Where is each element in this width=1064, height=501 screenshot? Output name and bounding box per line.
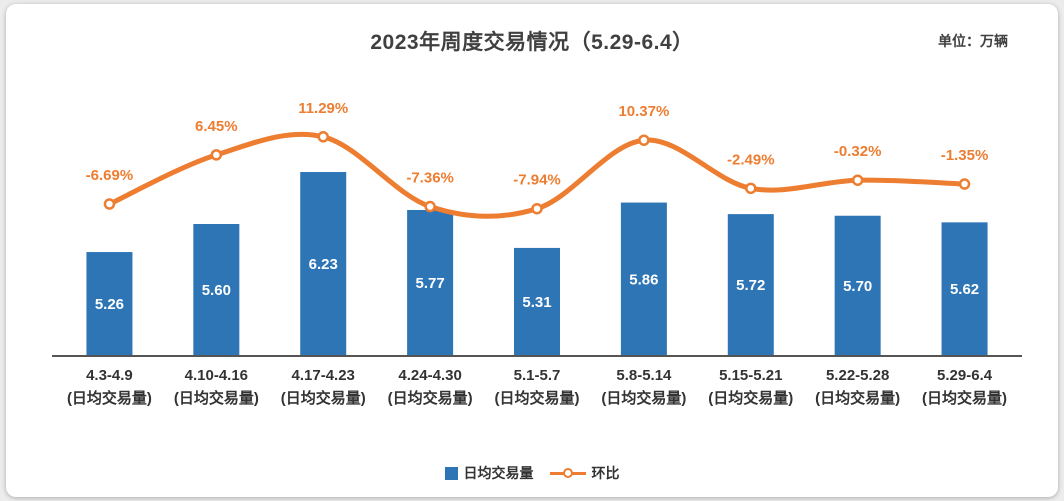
- chart-plot-area: 5.26 5.60 6.23 5.77 5.31 5.86 5.72 5.70 5.62 -6.6…: [52, 100, 1022, 407]
- line-value-label: 10.37%: [618, 103, 669, 120]
- chart-title: 2023年周度交易情况（5.29-6.4）: [370, 31, 694, 54]
- bar-series-swatch-icon: [444, 466, 458, 480]
- line-value-label: -0.32%: [834, 143, 882, 160]
- line-marker-icon: [103, 198, 116, 210]
- bar: [300, 172, 347, 356]
- bar: [727, 214, 774, 356]
- line-marker-icon: [210, 149, 223, 161]
- bar: [514, 247, 560, 356]
- line-value-label: -2.49%: [727, 151, 775, 168]
- bar-value-label: 5.26: [95, 296, 124, 313]
- bar: [834, 215, 881, 356]
- chart-card: 2023年周度交易情况（5.29-6.4） 单位：万辆 5.26 5.60 6.23…: [6, 4, 1058, 497]
- category-label: 4.10-4.16: [185, 367, 248, 384]
- bar-value-label: 5.72: [736, 277, 765, 294]
- category-sublabel: (日均交易量): [601, 389, 686, 407]
- line-value-label: 6.45%: [195, 118, 238, 135]
- category-label: 5.22-5.28: [826, 367, 889, 384]
- legend-item-bar-series: 日均交易量: [444, 463, 534, 483]
- bar: [193, 224, 240, 356]
- category-label: 5.29-6.4: [937, 367, 993, 384]
- category-sublabel: (日均交易量): [67, 389, 152, 407]
- line-value-label: -7.36%: [406, 170, 454, 187]
- category-sublabel: (日均交易量): [708, 389, 793, 407]
- category-label: 5.8-5.14: [616, 367, 672, 384]
- category-sublabel: (日均交易量): [281, 389, 366, 407]
- legend: 日均交易量 环比: [6, 463, 1058, 483]
- bar-value-label: 5.77: [416, 275, 445, 292]
- category-sublabel: (日均交易量): [495, 389, 580, 407]
- category-label: 4.3-4.9: [86, 367, 133, 384]
- category-label: 5.15-5.21: [719, 367, 782, 384]
- bar: [86, 252, 133, 356]
- bar-value-label: 6.23: [309, 256, 338, 273]
- line-value-label: 11.29%: [298, 100, 348, 117]
- line-value-label: -1.35%: [941, 147, 989, 164]
- line-value-label: -6.69%: [86, 167, 134, 184]
- category-sublabel: (日均交易量): [388, 389, 473, 407]
- line-marker-icon: [531, 202, 543, 215]
- category-sublabel: (日均交易量): [815, 389, 900, 407]
- bar-value-label: 5.62: [950, 281, 979, 298]
- bar-value-label: 5.31: [522, 294, 551, 311]
- category-sublabel: (日均交易量): [174, 389, 259, 407]
- line-marker-icon: [958, 178, 971, 190]
- category-label: 4.17-4.23: [292, 367, 355, 384]
- category-label: 5.1-5.7: [514, 367, 561, 384]
- line-marker-icon: [745, 182, 757, 195]
- line-marker-icon: [851, 174, 864, 186]
- line-series-legend-label: 环比: [591, 465, 620, 481]
- line-marker-icon: [424, 200, 436, 213]
- unit-label: 单位：万辆: [938, 33, 1008, 49]
- line-value-label: -7.94%: [513, 172, 561, 189]
- bar: [407, 209, 454, 356]
- bar: [620, 202, 667, 356]
- line-marker-icon: [317, 131, 329, 143]
- category-sublabel: (日均交易量): [922, 389, 1007, 407]
- bar-series-legend-label: 日均交易量: [463, 465, 534, 481]
- category-label: 4.24-4.30: [398, 367, 461, 384]
- legend-item-line-series: 环比: [549, 463, 620, 483]
- line-series-swatch-icon: [549, 467, 586, 479]
- bar-value-label: 5.86: [629, 271, 658, 288]
- bar-value-label: 5.70: [843, 278, 872, 295]
- bar: [941, 222, 988, 356]
- bar-value-label: 5.60: [202, 282, 231, 299]
- line-marker-icon: [638, 134, 650, 146]
